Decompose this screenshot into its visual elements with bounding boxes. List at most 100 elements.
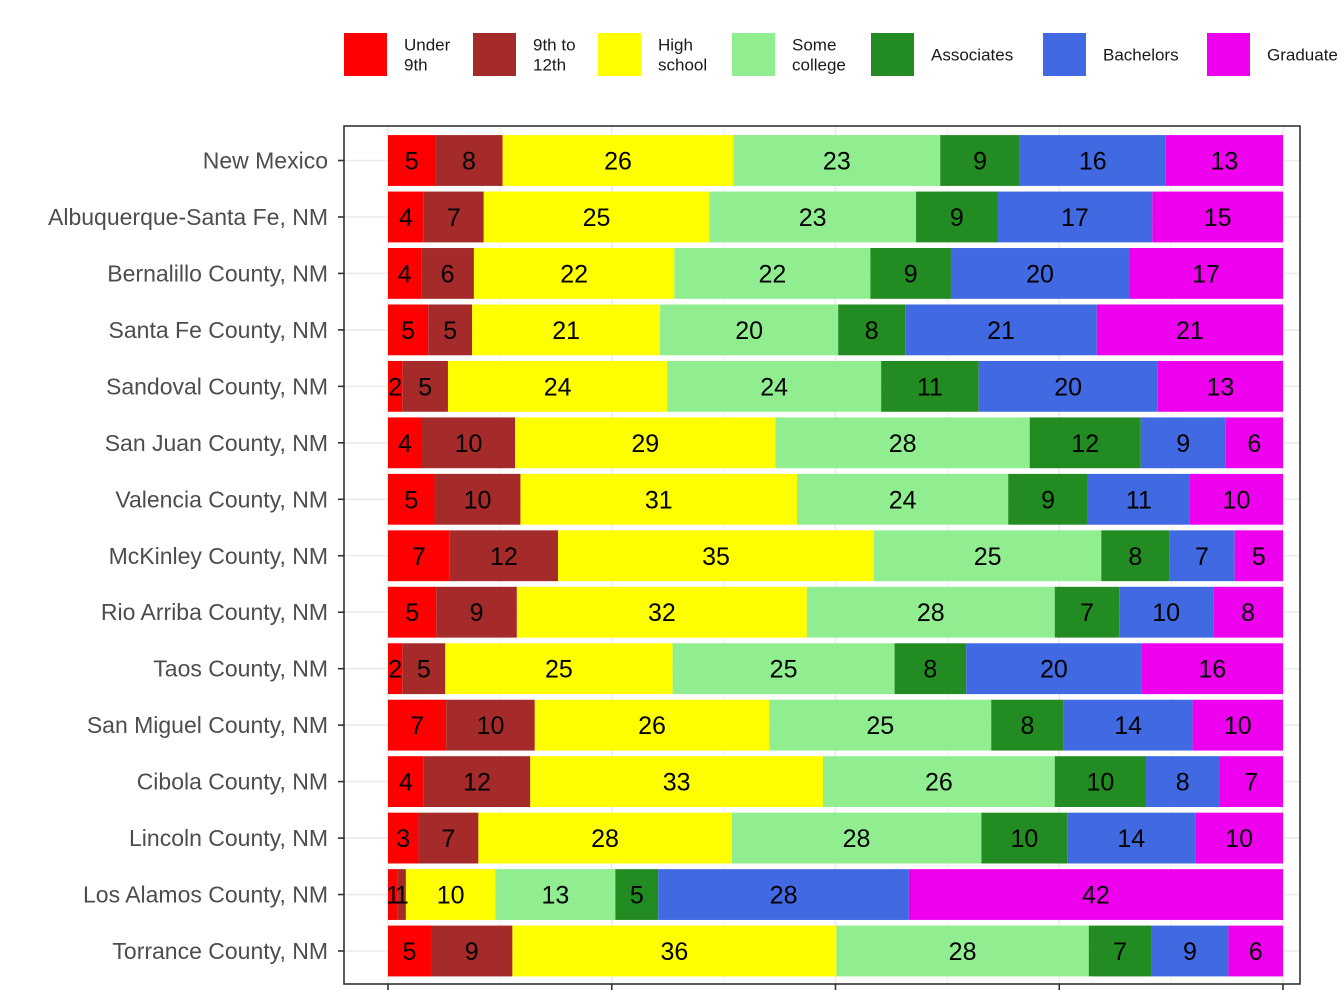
bar-segment-some-college <box>709 191 917 243</box>
data-label: 9 <box>904 260 918 288</box>
data-label: 17 <box>1061 204 1089 232</box>
bar-segment-associates <box>1054 756 1147 808</box>
data-label: 8 <box>865 317 879 345</box>
bar-segment-9th-to-12th <box>446 699 535 751</box>
plot-area: 5 8 26 23 9 16 134 7 25 23 9 17 154 6 22 22 9 20 175 5 21 20 8… <box>343 125 1301 990</box>
bar-segment-associates <box>870 248 951 299</box>
data-label: 28 <box>889 430 917 458</box>
bar-segment-high-school <box>478 812 732 864</box>
legend-label: Under <box>404 36 451 55</box>
bar-segment-9th-to-12th <box>430 925 513 977</box>
bar-segment-under-9th <box>388 699 447 751</box>
bar-segment-9th-to-12th <box>435 135 503 186</box>
data-label: 10 <box>455 430 483 458</box>
data-label: 10 <box>464 486 492 514</box>
data-label: 20 <box>1026 260 1054 288</box>
data-label: 28 <box>949 938 977 966</box>
data-label: 8 <box>1128 543 1142 571</box>
data-label: 14 <box>1117 825 1145 853</box>
legend-key <box>1207 33 1250 76</box>
bar-segment-bachelors <box>1067 812 1196 864</box>
legend-key <box>732 33 775 76</box>
bar-segment-bachelors <box>905 304 1097 356</box>
bar-segment-under-9th <box>388 191 424 243</box>
bar-segment-9th-to-12th <box>436 586 517 638</box>
data-label: 5 <box>418 373 432 401</box>
bar-segment-under-9th <box>388 135 436 186</box>
bar-segment-bachelors <box>1146 756 1220 808</box>
bar-segment-9th-to-12th <box>402 643 446 695</box>
data-label: 36 <box>660 938 688 966</box>
bar-segment-graduate <box>1192 699 1283 751</box>
bar-segment-associates <box>940 135 1020 186</box>
data-label: 22 <box>758 260 786 288</box>
data-label: 5 <box>417 656 431 684</box>
bar-segment-bachelors <box>1087 473 1190 525</box>
legend-label: Bachelors <box>1103 46 1179 65</box>
bar-segment-some-college <box>672 643 895 695</box>
bars <box>388 135 1283 977</box>
data-label: 9 <box>950 204 964 232</box>
bar-segment-bachelors <box>1119 586 1214 638</box>
bar-segment-9th-to-12th <box>449 530 559 582</box>
bar-segment-some-college <box>667 360 882 412</box>
bar-segment-bachelors <box>950 248 1130 299</box>
bar-segment-9th-to-12th <box>418 812 479 864</box>
bar-segment-under-9th <box>388 925 431 977</box>
data-label: 3 <box>396 825 410 853</box>
bar-segment-high-school <box>447 360 668 412</box>
data-label: 6 <box>1247 430 1261 458</box>
bar-segment-9th-to-12th <box>423 756 531 808</box>
bar-segment-high-school <box>405 869 496 920</box>
data-label: 5 <box>401 317 415 345</box>
data-label: 12 <box>490 543 518 571</box>
bar-segment-some-college <box>733 135 941 186</box>
bar-segment-9th-to-12th <box>434 473 521 525</box>
bar-segment-under-9th <box>388 360 403 412</box>
data-label: 20 <box>1040 656 1068 684</box>
bar-segment-associates <box>894 643 967 695</box>
data-label: 25 <box>583 204 611 232</box>
bar-segment-under-9th <box>388 869 398 920</box>
bar-segment-bachelors <box>966 643 1142 695</box>
data-label: 5 <box>1252 543 1266 571</box>
data-label: 8 <box>462 148 476 176</box>
data-label: 31 <box>645 486 673 514</box>
bar-segment-bachelors <box>978 360 1158 412</box>
data-label: 9 <box>1041 486 1055 514</box>
data-label: 5 <box>443 317 457 345</box>
legend-key <box>473 33 516 76</box>
data-label: 9 <box>470 599 484 627</box>
bar-segment-associates <box>981 812 1068 864</box>
bar-segment-under-9th <box>388 473 435 525</box>
bar-segment-graduate <box>1157 360 1283 412</box>
data-label: 29 <box>631 430 659 458</box>
data-label: 35 <box>702 543 730 571</box>
data-label: 12 <box>1071 430 1099 458</box>
data-label: 9 <box>973 148 987 176</box>
data-label: 11 <box>1126 486 1152 514</box>
data-label: 8 <box>1176 769 1190 797</box>
category-label: San Miguel County, NM <box>87 712 328 738</box>
bar-segment-graduate <box>1141 643 1283 695</box>
category-label: Lincoln County, NM <box>129 825 328 851</box>
data-label: 5 <box>405 148 419 176</box>
data-label: 28 <box>591 825 619 853</box>
legend-label: college <box>792 56 846 75</box>
bar-segment-bachelors <box>1140 417 1226 469</box>
data-label: 10 <box>1224 712 1252 740</box>
bar-segment-high-school <box>473 248 675 299</box>
legend-label: Graduate <box>1267 46 1338 65</box>
bar-segment-bachelors <box>1019 135 1166 186</box>
bar-segment-graduate <box>1152 191 1283 243</box>
data-label: 1 <box>386 882 400 910</box>
bar-segment-graduate <box>1225 417 1283 469</box>
data-label: 28 <box>843 825 871 853</box>
data-label: 42 <box>1082 882 1110 910</box>
data-label: 5 <box>405 599 419 627</box>
data-label: 1 <box>395 882 409 910</box>
data-label: 8 <box>1021 712 1035 740</box>
data-label: 24 <box>760 373 788 401</box>
